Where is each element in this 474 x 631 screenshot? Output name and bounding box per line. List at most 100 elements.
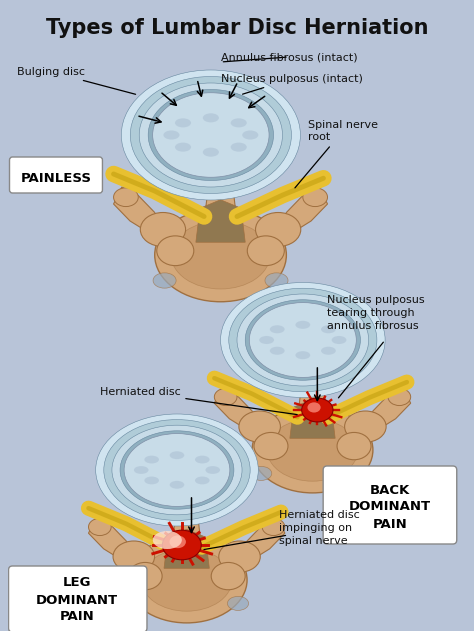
Ellipse shape — [321, 325, 336, 333]
Text: BACK
DOMINANT
PAIN: BACK DOMINANT PAIN — [349, 483, 431, 531]
Ellipse shape — [262, 311, 344, 369]
Ellipse shape — [114, 188, 138, 206]
Ellipse shape — [237, 294, 369, 386]
Ellipse shape — [163, 530, 201, 560]
FancyBboxPatch shape — [9, 566, 147, 631]
Ellipse shape — [211, 562, 245, 590]
Ellipse shape — [139, 83, 283, 187]
Ellipse shape — [231, 143, 247, 151]
Ellipse shape — [388, 388, 410, 406]
Ellipse shape — [112, 425, 242, 515]
Text: Spinal nerve
root: Spinal nerve root — [295, 121, 378, 188]
Ellipse shape — [254, 305, 352, 375]
Ellipse shape — [259, 336, 274, 344]
Polygon shape — [164, 529, 210, 569]
Ellipse shape — [170, 481, 184, 488]
Ellipse shape — [155, 208, 286, 302]
Ellipse shape — [239, 411, 281, 442]
Ellipse shape — [170, 451, 184, 459]
Ellipse shape — [308, 403, 320, 413]
Ellipse shape — [214, 388, 237, 406]
Ellipse shape — [104, 420, 250, 521]
Ellipse shape — [137, 442, 218, 498]
Ellipse shape — [126, 537, 247, 623]
Ellipse shape — [245, 300, 360, 380]
Ellipse shape — [219, 541, 260, 572]
Ellipse shape — [265, 273, 288, 288]
Ellipse shape — [157, 236, 194, 266]
Polygon shape — [299, 357, 326, 407]
Ellipse shape — [153, 93, 269, 177]
Ellipse shape — [255, 213, 301, 247]
Text: Nucleus pulposus
tearing through
annulus fibrosus: Nucleus pulposus tearing through annulus… — [327, 295, 425, 331]
Polygon shape — [206, 153, 236, 208]
Ellipse shape — [270, 346, 284, 355]
Ellipse shape — [134, 466, 148, 474]
Ellipse shape — [166, 102, 255, 167]
Text: Herniated disc
impinging on
spinal nerve: Herniated disc impinging on spinal nerve — [279, 510, 359, 546]
Ellipse shape — [148, 90, 273, 180]
Polygon shape — [354, 387, 410, 458]
Ellipse shape — [145, 476, 159, 485]
Ellipse shape — [157, 96, 264, 174]
Ellipse shape — [128, 437, 226, 504]
Polygon shape — [89, 517, 145, 588]
Ellipse shape — [228, 596, 248, 610]
Text: Annulus fibrosus (intact): Annulus fibrosus (intact) — [220, 52, 357, 62]
Ellipse shape — [229, 288, 377, 392]
Polygon shape — [266, 187, 328, 264]
Ellipse shape — [175, 119, 191, 127]
Polygon shape — [228, 517, 285, 588]
Text: Bulging disc: Bulging disc — [17, 67, 136, 94]
Ellipse shape — [267, 419, 358, 481]
Ellipse shape — [295, 351, 310, 359]
Ellipse shape — [345, 411, 386, 442]
Text: Nucleus pulposus (intact): Nucleus pulposus (intact) — [220, 74, 363, 94]
Ellipse shape — [195, 476, 210, 485]
Ellipse shape — [153, 531, 182, 549]
Ellipse shape — [125, 596, 146, 610]
Ellipse shape — [113, 541, 155, 572]
Ellipse shape — [295, 321, 310, 329]
Ellipse shape — [302, 398, 333, 422]
Ellipse shape — [203, 148, 219, 156]
FancyBboxPatch shape — [9, 157, 102, 193]
Ellipse shape — [353, 466, 374, 480]
Text: Types of Lumbar Disc Herniation: Types of Lumbar Disc Herniation — [46, 18, 428, 38]
Ellipse shape — [145, 456, 159, 463]
Ellipse shape — [130, 76, 292, 194]
Ellipse shape — [231, 119, 247, 127]
Ellipse shape — [128, 562, 162, 590]
Ellipse shape — [242, 131, 258, 139]
Polygon shape — [173, 487, 200, 537]
Ellipse shape — [332, 336, 346, 344]
Ellipse shape — [337, 432, 371, 460]
Polygon shape — [114, 187, 175, 264]
Ellipse shape — [252, 407, 373, 493]
Ellipse shape — [164, 131, 180, 139]
Ellipse shape — [170, 536, 186, 548]
Ellipse shape — [247, 236, 284, 266]
Ellipse shape — [321, 346, 336, 355]
Ellipse shape — [195, 456, 210, 463]
Ellipse shape — [124, 433, 230, 507]
Ellipse shape — [141, 549, 232, 611]
Ellipse shape — [270, 325, 284, 333]
Ellipse shape — [203, 114, 219, 122]
Ellipse shape — [96, 414, 258, 526]
Ellipse shape — [153, 273, 176, 288]
Ellipse shape — [205, 466, 220, 474]
Ellipse shape — [120, 431, 234, 509]
Ellipse shape — [171, 221, 270, 289]
Ellipse shape — [140, 213, 186, 247]
Text: Herniated disc: Herniated disc — [100, 387, 297, 415]
Ellipse shape — [251, 466, 272, 480]
Ellipse shape — [303, 188, 328, 206]
Ellipse shape — [254, 432, 288, 460]
Ellipse shape — [262, 519, 285, 536]
Ellipse shape — [175, 143, 191, 151]
Polygon shape — [196, 200, 245, 242]
Text: PAINLESS: PAINLESS — [20, 172, 91, 184]
Ellipse shape — [249, 303, 356, 377]
Ellipse shape — [121, 70, 301, 200]
